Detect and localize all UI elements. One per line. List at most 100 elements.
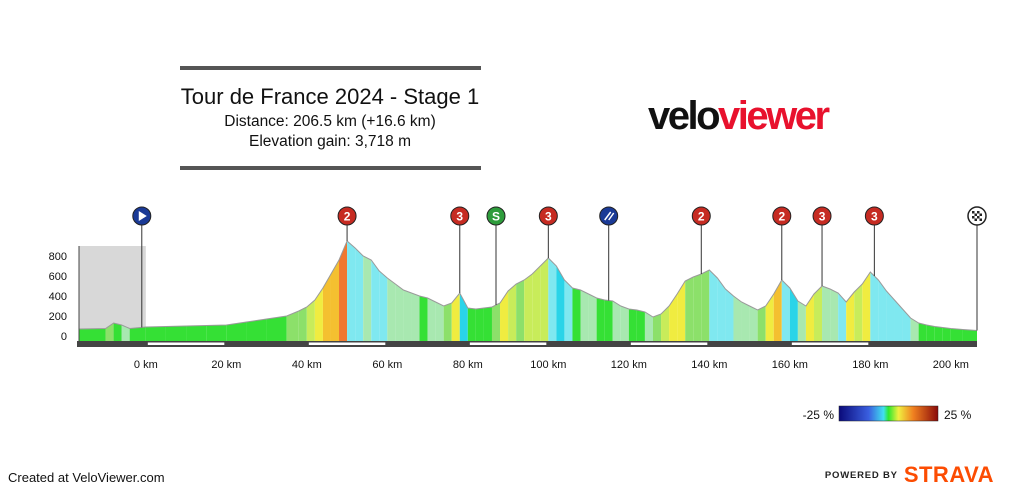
profile-segment [286,311,299,341]
axes: 0 200 400 600 800 0 km 20 km 40 km 60 km 80 km 100… [49,246,977,371]
profile-segment [500,291,509,341]
profile-segment [314,288,323,341]
profile-segment [822,286,831,341]
x-tick-label: 120 km [611,359,647,371]
y-tick-label: 200 [49,311,67,323]
profile-segment [918,323,927,341]
marker-feed [599,206,619,301]
marker-climb: 2 [337,206,357,241]
profile-segment [540,258,549,341]
profile-segment [379,271,388,341]
marker-label: 2 [778,210,785,224]
profile-segment [411,293,420,341]
profile-segment [129,327,146,341]
play-arrow-icon [138,211,147,221]
y-tick-label: 800 [49,251,67,263]
marker-label: S [492,210,500,224]
profile-segment [862,272,871,341]
profile-segment [532,266,541,341]
profile-segment [709,270,718,341]
climb-category-icon [772,206,792,226]
profile-segment [846,292,855,341]
profile-segment [628,309,637,341]
finish-check [972,211,975,214]
x-axis-strip [147,342,225,345]
marker-climb: 2 [691,206,711,274]
page-title: Tour de France 2024 - Stage 1 [180,84,480,109]
profile-segment [950,328,963,341]
x-axis-strip [630,342,708,345]
profile-segment [451,293,460,341]
profile-segment [355,248,364,341]
climb-category-icon [812,206,832,226]
marker-label: 2 [698,210,705,224]
sprint-icon [486,206,506,226]
profile-segment [580,290,589,341]
logo-part-velo: velo [648,94,721,138]
finish-check [977,211,980,214]
climb-category-icon [450,206,470,226]
marker-climb: 2 [772,206,792,280]
profile-segment [669,294,678,341]
x-axis-strip [791,342,869,345]
veloviewer-logo: veloviewer [648,94,830,139]
title-top-rule [180,66,481,70]
profile-segment [226,322,247,341]
profile-segment [508,284,517,341]
y-tick-label: 400 [49,291,67,303]
x-tick-label: 200 km [933,359,969,371]
profile-segment [113,323,122,341]
finish-check [979,218,982,221]
profile-segment [661,306,670,341]
profile-segment [371,260,380,341]
profile-segment [749,306,758,341]
profile-segment [797,301,806,341]
profile-segment [677,281,686,341]
x-tick-label: 80 km [453,359,483,371]
profile-segment [838,293,847,341]
finish-check [974,218,977,221]
marker-climb: 3 [812,206,832,286]
profile-segment [910,318,919,341]
profile-segment [652,314,662,341]
x-tick-label: 0 km [134,359,158,371]
powered-by-text: POWERED BY [824,469,898,481]
profile-segment [604,300,613,341]
marker-label: 2 [344,210,351,224]
marker-label: 3 [456,210,463,224]
profile-segment [306,300,315,341]
legend-min-label: -25 % [803,408,835,422]
profile-segment [870,272,879,341]
profile-segment [693,274,702,341]
profile-segment [403,290,412,341]
profile-segment [620,306,629,341]
finish-check [972,216,975,219]
profile-segment [548,258,557,341]
gradient-legend: -25 % 25 % [803,405,972,422]
finish-check [977,216,980,219]
profile-segment [572,288,581,341]
profile-segment [773,280,782,341]
logo-part-viewer: viewer [718,94,830,138]
elevation-text: Elevation gain: 3,718 m [249,133,411,150]
profile-segment [298,307,307,341]
title-bottom-rule [180,166,481,170]
profile-segment [145,326,166,341]
strava-logo: STRAVA [903,462,994,487]
x-tick-label: 180 km [852,359,888,371]
profile-area [78,240,978,341]
profile-segment [246,319,267,341]
x-axis-strip [308,342,386,345]
profile-segment [556,266,565,341]
y-tick-label: 600 [49,271,67,283]
profile-segment [725,289,734,341]
x-tick-label: 100 km [530,359,566,371]
strava-badge: POWERED BY STRAVA [825,462,994,488]
profile-segment [854,284,863,341]
profile-segment [685,277,694,341]
profile-segment [186,325,207,341]
profile-segment [902,309,911,341]
profile-segment [467,308,476,341]
profile-segment [612,301,621,341]
distance-text: Distance: 206.5 km (+16.6 km) [224,113,436,130]
